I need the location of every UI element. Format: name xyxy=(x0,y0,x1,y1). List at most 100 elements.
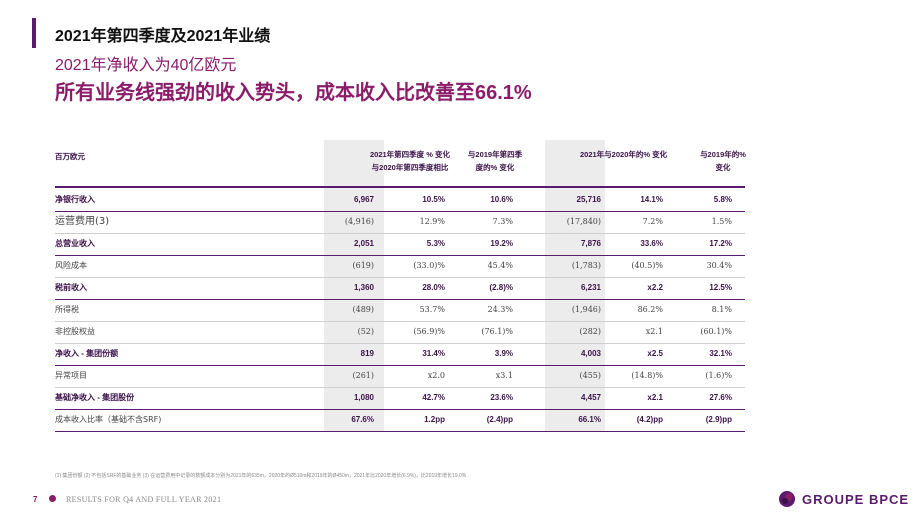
row-label: 所得税 xyxy=(55,305,79,314)
fy-value: (455) xyxy=(579,371,601,380)
fy-vs-2019: 12.5% xyxy=(709,283,732,292)
fy-value: (282) xyxy=(579,327,601,336)
fy-value: 7,876 xyxy=(580,239,601,248)
header-fy-vs-2019: 与2019年的% 变化 xyxy=(700,148,746,174)
header-fy-vs-2019-line1: 与2019年的% xyxy=(700,150,746,159)
header-q4-change-line2: 与2020年第四季度相比 xyxy=(371,163,449,172)
table-row-cost-of-risk: 风险成本 (619) (33.0)% 45.4% (1,783) (40.5)%… xyxy=(55,255,745,278)
fy-vs-2020: 86.2% xyxy=(637,305,663,314)
row-label: 运营费用(3) xyxy=(55,216,110,227)
page-number: 7 xyxy=(33,495,38,504)
fy-vs-2019: 5.8% xyxy=(713,195,732,204)
q4-value: 1,080 xyxy=(353,393,374,402)
fy-value: 4,457 xyxy=(580,393,601,402)
q4-vs-2020: 53.7% xyxy=(419,305,445,314)
q4-vs-2020: 28.0% xyxy=(422,283,445,292)
table-row-cost-income-ratio: 成本收入比率（基础不含SRF) 67.6% 1.2pp (2.4)pp 66.1… xyxy=(55,409,745,432)
q4-vs-2019: (76.1)% xyxy=(481,327,513,336)
footer-text: RESULTS FOR Q4 AND FULL YEAR 2021 xyxy=(66,495,222,504)
fy-vs-2019: 17.2% xyxy=(709,239,732,248)
row-label: 净银行收入 xyxy=(55,195,95,204)
header-fy-vs-2019-line2: 变化 xyxy=(715,163,731,172)
q4-vs-2019: 3.9% xyxy=(494,349,513,358)
table-row-exceptional-items: 异常项目 (261) x2.0 x3.1 (455) (14.8)% (1.6)… xyxy=(55,365,745,388)
fy-vs-2020: x2.1 xyxy=(647,393,663,402)
fy-vs-2020: 7.2% xyxy=(642,217,663,226)
header-q4-vs-2019-line2: 度的% 变化 xyxy=(475,163,515,172)
header-q4-vs-2019-line1: 与2019年第四季 xyxy=(467,150,523,159)
fy-vs-2020: (14.8)% xyxy=(631,371,663,380)
row-label: 基础净收入 - 集团股份 xyxy=(55,393,135,402)
fy-vs-2019: 1.5% xyxy=(711,217,732,226)
q4-vs-2020: 1.2pp xyxy=(424,415,445,424)
header-fy-change: 2021年与2020年的% 变化 xyxy=(580,150,668,159)
q4-vs-2019: x3.1 xyxy=(495,371,513,380)
fy-vs-2019: (60.1)% xyxy=(700,327,732,336)
q4-value: 819 xyxy=(360,349,374,358)
table-row-operating-expenses: 运营费用(3) (4,916) 12.9% 7.3% (17,840) 7.2%… xyxy=(55,211,745,234)
table-row-net-income-group-share: 净收入 - 集团份额 819 31.4% 3.9% 4,003 x2.5 32.… xyxy=(55,343,745,366)
fy-vs-2020: x2.2 xyxy=(647,283,663,292)
fy-value: (1,783) xyxy=(571,261,601,270)
table-unit-header: 百万欧元 xyxy=(55,152,85,161)
fy-column-highlight xyxy=(545,140,605,432)
q4-vs-2020: 5.3% xyxy=(426,239,445,248)
table-row-underlying-net-income: 基础净收入 - 集团股份 1,080 42.7% 23.6% 4,457 x2.… xyxy=(55,387,745,410)
fy-value: 4,003 xyxy=(580,349,601,358)
page-title: 2021年第四季度及2021年业绩 xyxy=(55,28,271,45)
fy-vs-2019: 30.4% xyxy=(706,261,732,270)
header-q4-vs-2019: 与2019年第四季 度的% 变化 xyxy=(460,148,530,174)
q4-vs-2020: 12.9% xyxy=(419,217,445,226)
q4-vs-2020: 10.5% xyxy=(422,195,445,204)
fy-value: 6,231 xyxy=(580,283,601,292)
q4-vs-2020: 31.4% xyxy=(422,349,445,358)
q4-value: 1,360 xyxy=(353,283,374,292)
page-subtitle-2: 所有业务线强劲的收入势头，成本收入比改善至66.1% xyxy=(55,82,532,104)
q4-vs-2019: (2.4)pp xyxy=(486,415,513,424)
q4-vs-2019: 23.6% xyxy=(490,393,513,402)
q4-vs-2020: (56.9)% xyxy=(413,327,445,336)
title-accent-bar xyxy=(32,18,36,48)
q4-vs-2019: 10.6% xyxy=(490,195,513,204)
q4-column-highlight xyxy=(324,140,384,432)
q4-value: 67.6% xyxy=(351,415,374,424)
fy-value: (17,840) xyxy=(566,217,601,226)
fy-value: 25,716 xyxy=(576,195,601,204)
header-divider xyxy=(55,186,745,188)
table-row-non-controlling-interests: 非控股权益 (52) (56.9)% (76.1)% (282) x2.1 (6… xyxy=(55,321,745,344)
header-q4-change: 2021年第四季度 % 变化 与2020年第四季度相比 xyxy=(360,148,460,174)
q4-value: (261) xyxy=(352,371,374,380)
fy-vs-2020: (4.2)pp xyxy=(636,415,663,424)
q4-value: (52) xyxy=(357,327,374,336)
fy-vs-2019: 27.6% xyxy=(709,393,732,402)
fy-value: (1,946) xyxy=(571,305,601,314)
fy-vs-2020: 33.6% xyxy=(640,239,663,248)
table-row-income-tax: 所得税 (489) 53.7% 24.3% (1,946) 86.2% 8.1% xyxy=(55,299,745,322)
page-subtitle-1: 2021年净收入为40亿欧元 xyxy=(55,57,237,74)
q4-vs-2019: 45.4% xyxy=(487,261,513,270)
q4-value: (4,916) xyxy=(344,217,374,226)
footer-dot-icon xyxy=(49,495,56,502)
q4-value: (619) xyxy=(352,261,374,270)
row-label: 净收入 - 集团份额 xyxy=(55,349,119,358)
q4-value: (489) xyxy=(352,305,374,314)
fy-value: 66.1% xyxy=(578,415,601,424)
fy-vs-2019: 8.1% xyxy=(711,305,732,314)
table-row-gross-operating-income: 总营业收入 2,051 5.3% 19.2% 7,876 33.6% 17.2% xyxy=(55,233,745,256)
fy-vs-2020: (40.5)% xyxy=(631,261,663,270)
fy-vs-2019: 32.1% xyxy=(709,349,732,358)
row-label: 非控股权益 xyxy=(55,327,95,336)
groupe-bpce-logo: GROUPE BPCE xyxy=(778,489,909,509)
fy-vs-2020: x2.1 xyxy=(645,327,663,336)
fy-vs-2019: (1.6)% xyxy=(705,371,732,380)
q4-vs-2020: (33.0)% xyxy=(413,261,445,270)
footnote: (1) 集团份额 (2) 不包括SRF的基础业务 (3) 在运营费用中记录的数额… xyxy=(55,473,467,479)
q4-vs-2019: 24.3% xyxy=(487,305,513,314)
q4-vs-2019: (2.8)% xyxy=(489,283,513,292)
fy-vs-2020: 14.1% xyxy=(640,195,663,204)
header-q4-change-line1: 2021年第四季度 % 变化 xyxy=(369,150,451,159)
q4-value: 6,967 xyxy=(353,195,374,204)
fy-vs-2020: x2.5 xyxy=(647,349,663,358)
row-label: 成本收入比率（基础不含SRF) xyxy=(55,415,162,424)
logo-text: GROUPE BPCE xyxy=(802,491,910,507)
